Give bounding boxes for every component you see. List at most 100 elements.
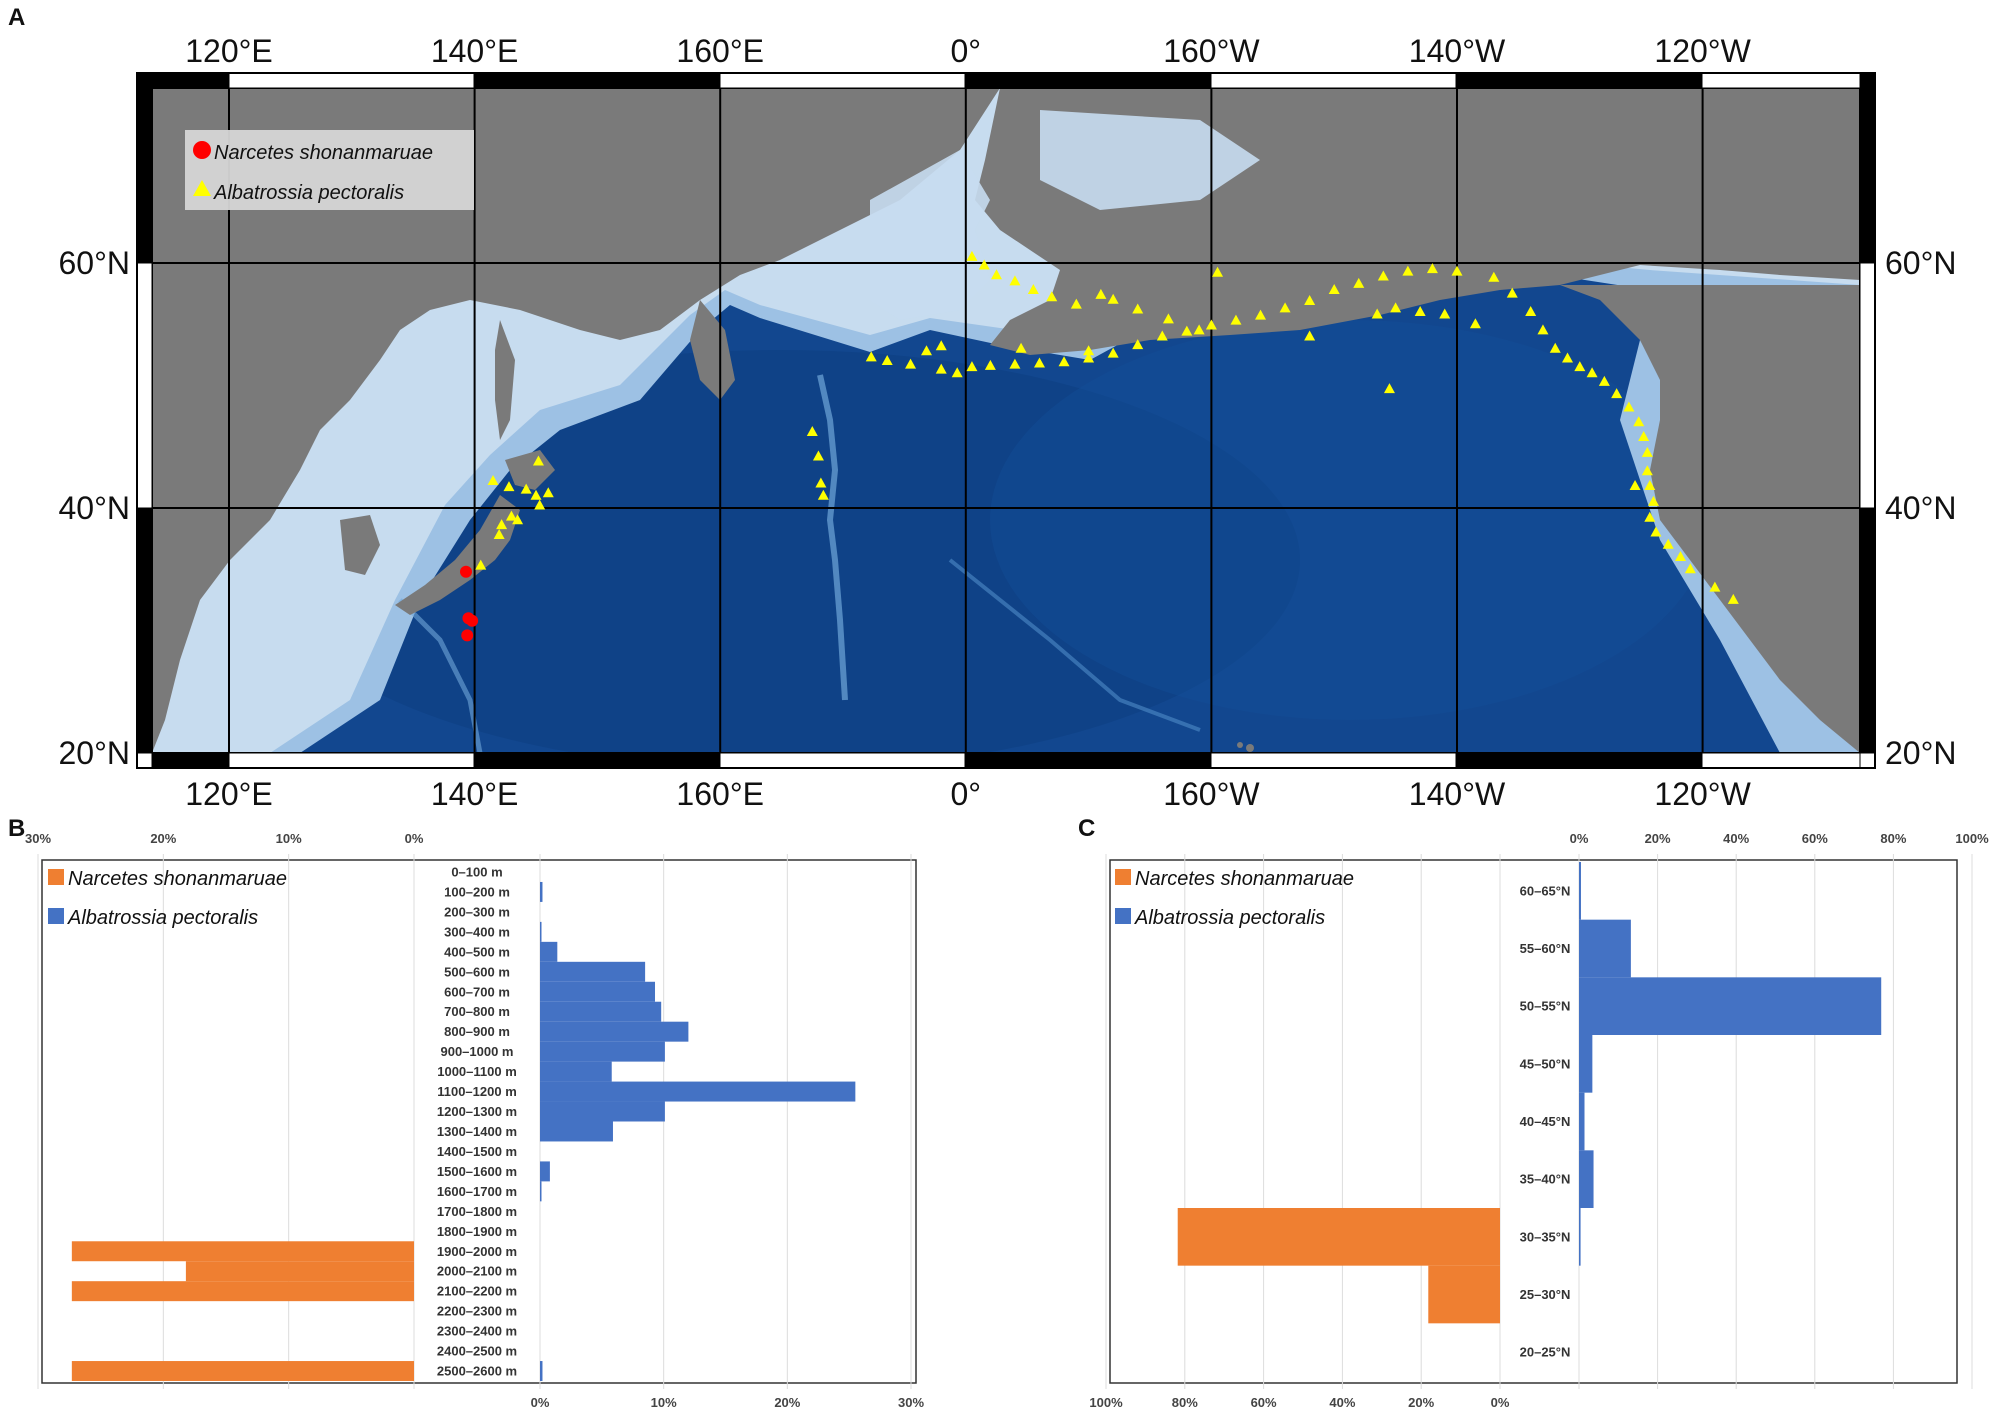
category-label: 300–400 m [444, 924, 510, 939]
frame-bar-bottom [473, 752, 721, 769]
map-legend: Narcetes shonanmaruae Albatrossia pector… [185, 130, 474, 210]
albatrossia-point [812, 450, 824, 461]
narcetes-bar [1177, 1208, 1500, 1266]
left-axis-tick: 60% [1251, 1395, 1277, 1410]
category-label: 2000–2100 m [437, 1264, 517, 1279]
map-x-tick-bottom: 160°W [1163, 776, 1260, 812]
albatrossia-point [1562, 352, 1574, 363]
frame-bar-top [719, 72, 966, 89]
albatrossia-bar [540, 1001, 662, 1022]
albatrossia-point [1709, 581, 1721, 592]
albatrossia-point [1574, 361, 1586, 372]
albatrossia-point [1095, 288, 1107, 299]
albatrossia-point [966, 361, 978, 372]
right-axis-tick: 60% [1802, 831, 1828, 846]
albatrossia-point [534, 499, 546, 510]
map-y-tick-left: 60°N [59, 245, 131, 281]
albatrossia-point [1727, 593, 1739, 604]
albatrossia-point [1402, 265, 1414, 276]
right-axis-tick: 20% [774, 1395, 800, 1410]
depth-chart-labels: 30% 20% 10% 0% 0% 10% 20% 30% 0–100 m 100–200 m 20… [25, 831, 924, 1410]
albatrossia-point [1162, 313, 1174, 324]
albatrossia-bar [540, 1181, 542, 1202]
albatrossia-bar [1579, 862, 1581, 920]
albatrossia-point [1107, 347, 1119, 358]
albatrossia-point [1181, 325, 1193, 336]
albatrossia-point [505, 510, 517, 521]
albatrossia-point [1304, 330, 1316, 341]
left-axis-tick: 0% [1491, 1395, 1510, 1410]
albatrossia-point [1644, 479, 1656, 490]
albatrossia-point [1070, 298, 1082, 309]
albatrossia-bar [540, 961, 646, 982]
category-label: 1500–1600 m [437, 1164, 517, 1179]
albatrossia-point [817, 489, 829, 500]
albatrossia-point [1009, 275, 1021, 286]
map-x-tick-bottom: 140°E [431, 776, 519, 812]
category-label: 200–300 m [444, 904, 510, 919]
albatrossia-point [1623, 401, 1635, 412]
map-x-tick-top: 140°E [431, 33, 519, 69]
map-x-tick-top: 0° [951, 33, 982, 69]
map-terrain [152, 88, 1860, 753]
albatrossia-point [978, 259, 990, 270]
panel-label-a: A [8, 4, 26, 31]
albatrossia-bar [540, 1021, 689, 1042]
albatrossia-point [1414, 306, 1426, 316]
albatrossia-bar [540, 1081, 856, 1102]
albatrossia-point [1027, 283, 1039, 294]
albatrossia-bar [1579, 1092, 1585, 1151]
right-axis-tick: 10% [651, 1395, 677, 1410]
map-legend-box [185, 130, 474, 210]
map-panel: 120°E 120°E 140°E 140°E 160°E 160°E 0° 0° 160°W 1… [59, 33, 1957, 812]
albatrossia-point [1058, 356, 1070, 367]
albatrossia-bar [1579, 1208, 1581, 1266]
albatrossia-point [503, 481, 515, 492]
category-label: 0–100 m [451, 864, 502, 879]
category-label: 35–40°N [1520, 1172, 1571, 1187]
right-axis-tick: 30% [898, 1395, 924, 1410]
albatrossia-point [1230, 314, 1242, 325]
albatrossia-point [493, 528, 505, 539]
panel-label-b: B [8, 815, 26, 842]
map-y-tick-left: 20°N [59, 735, 131, 771]
albatrossia-point [1426, 263, 1438, 274]
frame-bar-right [1859, 262, 1876, 509]
albatrossia-point [921, 345, 933, 356]
albatrossia-point [1156, 330, 1168, 341]
category-label: 2400–2500 m [437, 1344, 517, 1359]
category-label: 900–1000 m [440, 1044, 513, 1059]
right-axis-tick: 0% [1570, 831, 1589, 846]
category-label: 1100–1200 m [437, 1084, 517, 1099]
albatrossia-point [984, 359, 996, 370]
albatrossia-point [1469, 318, 1481, 329]
left-axis-tick: 10% [276, 831, 302, 846]
left-axis-tick: 0% [405, 831, 424, 846]
depth-legend-narcetes: Narcetes shonanmaruae [68, 868, 287, 890]
frame-bar-bottom [719, 752, 966, 769]
albatrossia-point [1107, 293, 1119, 304]
narcetes-bar [1428, 1265, 1500, 1324]
category-label: 1400–1500 m [437, 1144, 517, 1159]
map-legend-albatrossia: Albatrossia pectoralis [213, 182, 404, 204]
albatrossia-point [905, 358, 917, 369]
map-x-tick-top: 120°E [185, 33, 273, 69]
albatrossia-point [520, 483, 532, 494]
legend-narcetes-swatch [1115, 869, 1131, 885]
map-x-tick-bottom: 120°W [1654, 776, 1751, 812]
albatrossia-point [1549, 342, 1561, 353]
albatrossia-bar [540, 1041, 665, 1062]
albatrossia-point [1641, 465, 1653, 476]
albatrossia-point [1083, 352, 1095, 363]
right-axis-tick: 20% [1645, 831, 1671, 846]
lat-legend-narcetes: Narcetes shonanmaruae [1135, 868, 1354, 890]
albatrossia-point [1611, 388, 1623, 399]
albatrossia-point [542, 487, 554, 498]
map-y-tick-left: 40°N [59, 490, 131, 526]
category-label: 1200–1300 m [437, 1104, 517, 1119]
frame-bar-top [1455, 72, 1703, 89]
frame-bar-right [1859, 72, 1876, 264]
albatrossia-point [951, 367, 963, 378]
albatrossia-point [1279, 302, 1291, 313]
narcetes-bar [71, 1281, 414, 1302]
